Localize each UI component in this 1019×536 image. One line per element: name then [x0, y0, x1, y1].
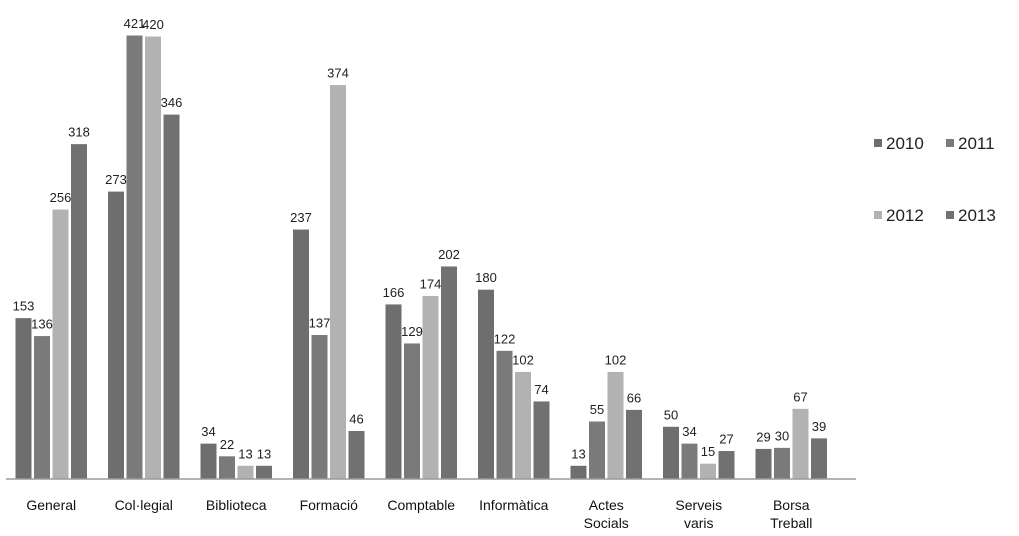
value-label-2010-2: 34 — [201, 424, 215, 439]
value-label-2010-8: 29 — [756, 429, 770, 444]
bar-2010-6 — [569, 464, 588, 480]
bar-2013-3 — [347, 429, 366, 480]
value-label-2012-1: 420 — [142, 17, 164, 32]
bars-group — [14, 34, 828, 480]
bar-2010-7 — [662, 425, 680, 480]
value-label-2012-8: 67 — [793, 389, 807, 404]
category-label-7: Serveis varis — [675, 497, 722, 531]
value-label-2013-3: 46 — [349, 411, 363, 426]
category-label-6: Actes Socials — [584, 497, 629, 531]
category-label-1: Col·legial — [115, 497, 173, 513]
bar-2010-4 — [384, 303, 403, 480]
bar-2012-7 — [699, 462, 717, 480]
value-label-2010-7: 50 — [664, 407, 678, 422]
bar-2011-1 — [125, 34, 144, 480]
bar-2011-4 — [403, 342, 421, 480]
bar-2011-3 — [310, 334, 329, 480]
value-label-2012-4: 174 — [420, 276, 442, 291]
value-label-2010-5: 180 — [475, 270, 497, 285]
value-label-2011-3: 137 — [309, 316, 331, 331]
legend-swatch-2012 — [874, 211, 882, 219]
bar-2010-1 — [107, 190, 125, 480]
category-label-5: Informàtica — [479, 497, 548, 513]
bar-2012-5 — [514, 370, 532, 480]
value-label-2013-6: 66 — [627, 390, 641, 405]
bar-2012-0 — [51, 208, 70, 480]
value-label-2011-0: 136 — [31, 317, 53, 332]
legend-label-2012: 2012 — [886, 206, 924, 225]
bar-2012-1 — [144, 35, 162, 480]
value-label-2013-7: 27 — [719, 432, 733, 447]
value-label-2011-5: 122 — [494, 331, 516, 346]
value-label-2011-6: 55 — [590, 402, 604, 417]
value-label-2011-4: 129 — [401, 324, 423, 339]
value-label-2011-2: 22 — [220, 437, 234, 452]
value-label-2011-7: 34 — [682, 424, 696, 439]
bar-2012-2 — [236, 464, 255, 480]
legend-label-2013: 2013 — [958, 206, 996, 225]
bar-2013-5 — [532, 400, 551, 480]
bar-2011-5 — [495, 349, 514, 480]
value-label-2012-5: 102 — [512, 352, 534, 367]
bar-2011-6 — [588, 420, 606, 480]
category-label-8: Borsa Treball — [770, 497, 812, 531]
bar-2013-1 — [162, 113, 181, 480]
value-label-2013-5: 74 — [534, 382, 548, 397]
legend-label-2011: 2011 — [958, 134, 995, 153]
value-label-2012-6: 102 — [605, 352, 627, 367]
bar-2010-2 — [199, 442, 218, 480]
category-label-4: Comptable — [387, 497, 455, 513]
bar-2011-2 — [218, 455, 236, 480]
value-label-2010-6: 13 — [571, 446, 585, 461]
value-label-2013-4: 202 — [438, 247, 460, 262]
bar-2013-0 — [70, 143, 88, 480]
bar-2012-4 — [421, 294, 440, 480]
legend-swatch-2013 — [946, 211, 954, 219]
value-label-2013-1: 346 — [161, 95, 183, 110]
value-label-2012-2: 13 — [238, 446, 252, 461]
bar-2011-0 — [33, 335, 51, 480]
value-label-2010-3: 237 — [290, 210, 312, 225]
legend: 2010 2011 2012 2013 — [874, 134, 996, 225]
value-label-2013-0: 318 — [68, 125, 90, 140]
value-label-2010-0: 153 — [13, 299, 35, 314]
value-label-2012-7: 15 — [701, 444, 715, 459]
bar-2012-8 — [791, 407, 810, 480]
value-label-2011-1: 421 — [124, 16, 146, 31]
value-label-2012-3: 374 — [327, 66, 349, 81]
bar-2013-6 — [625, 408, 643, 480]
bar-2010-3 — [292, 228, 310, 480]
value-label-2013-8: 39 — [812, 419, 826, 434]
category-label-0: General — [26, 497, 76, 513]
bar-2012-6 — [606, 370, 625, 480]
value-label-2010-1: 273 — [105, 172, 127, 187]
bar-2012-3 — [329, 84, 347, 480]
bar-2013-8 — [810, 437, 828, 480]
bar-2013-4 — [440, 265, 458, 480]
bar-2013-2 — [255, 464, 273, 480]
bar-2010-0 — [14, 317, 33, 480]
legend-label-2010: 2010 — [886, 134, 924, 153]
category-label-2: Biblioteca — [206, 497, 267, 513]
value-label-2012-0: 256 — [50, 190, 72, 205]
bar-2010-8 — [754, 447, 773, 480]
value-label-2011-8: 30 — [775, 428, 789, 443]
bar-2011-7 — [680, 442, 699, 480]
value-label-2013-2: 13 — [257, 446, 271, 461]
bar-2013-7 — [717, 450, 736, 480]
category-labels-group: General Col·legial Biblioteca Formació Compt… — [26, 497, 812, 531]
value-label-2010-4: 166 — [383, 285, 405, 300]
legend-swatch-2011 — [946, 139, 954, 147]
bar-2010-5 — [477, 288, 495, 480]
category-label-3: Formació — [300, 497, 359, 513]
bar-2011-8 — [773, 446, 791, 480]
legend-swatch-2010 — [874, 139, 882, 147]
